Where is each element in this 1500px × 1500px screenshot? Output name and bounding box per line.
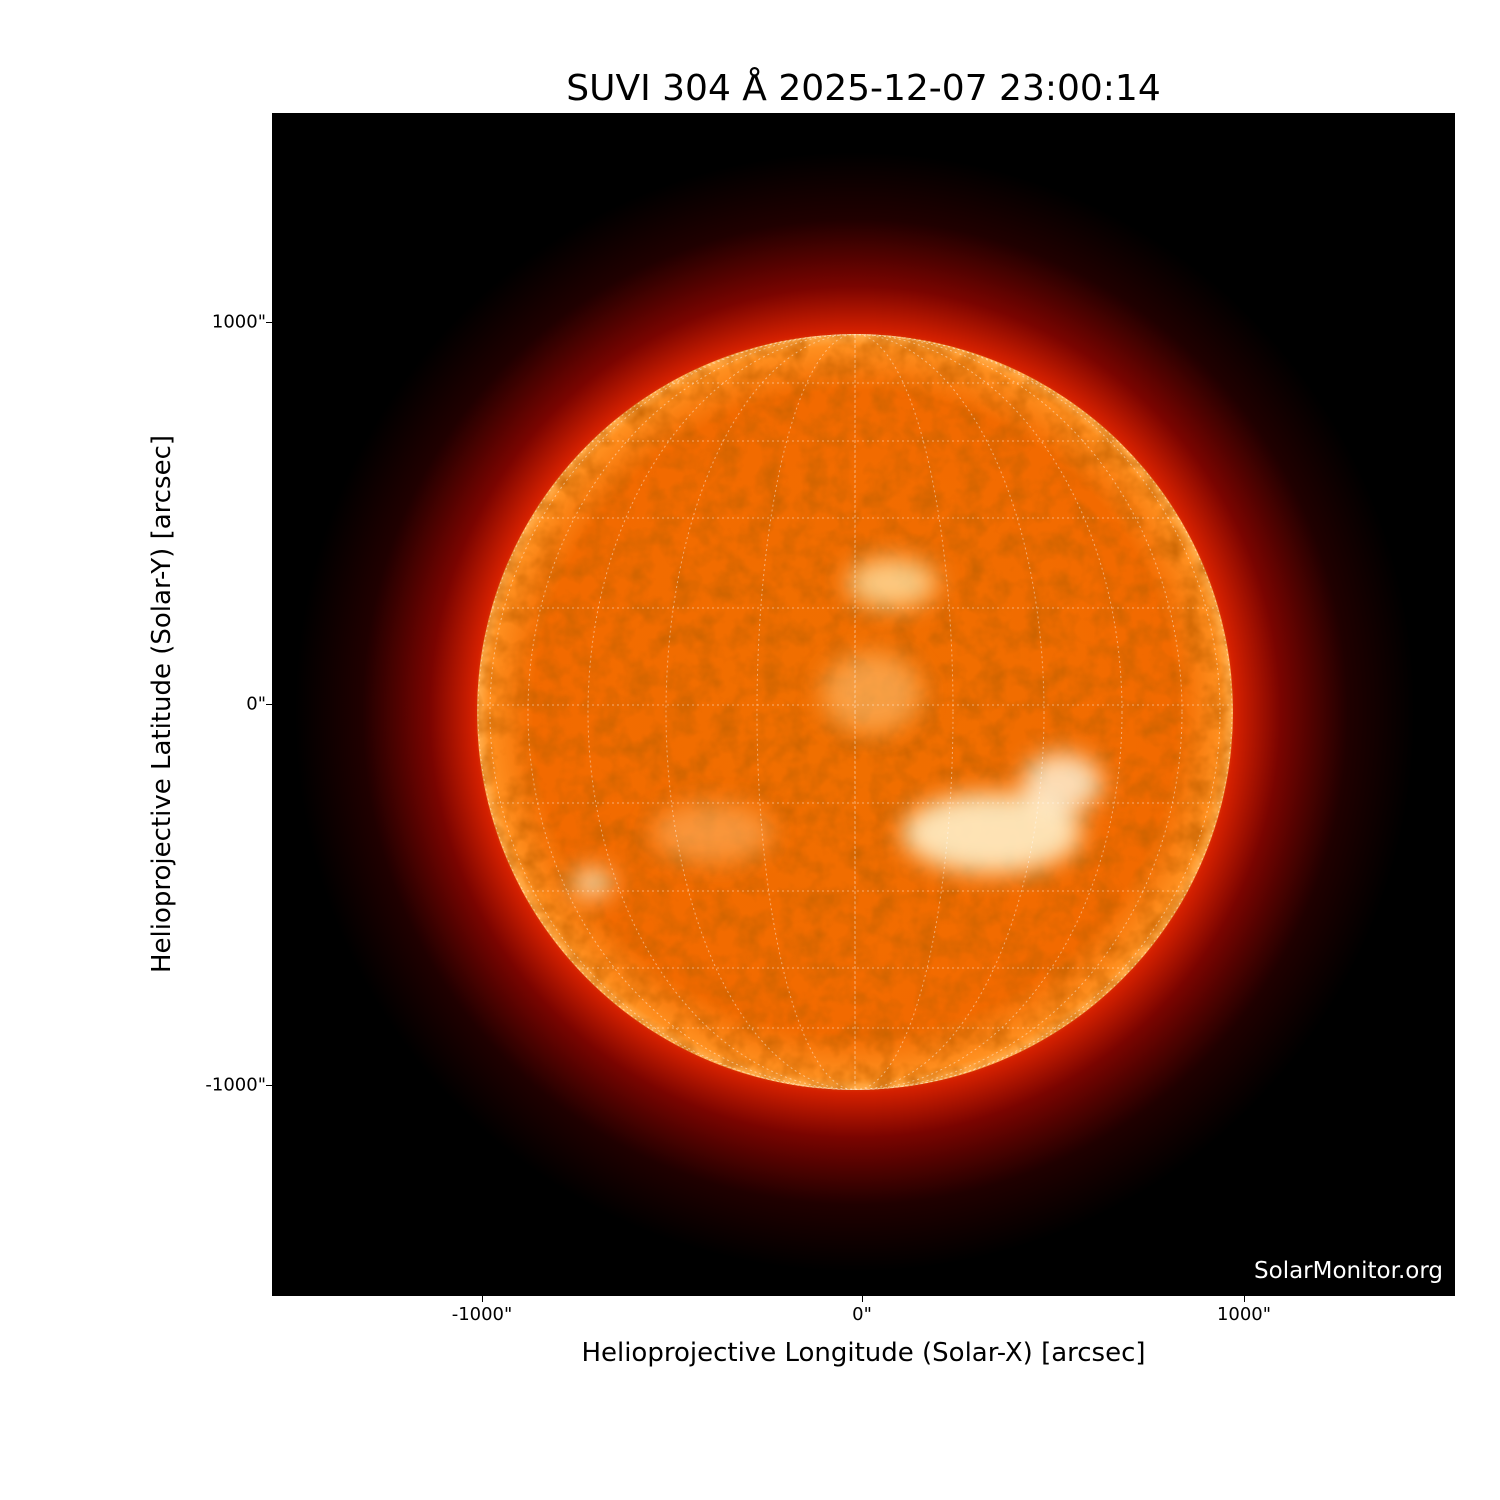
solar-image: SolarMonitor.org	[272, 113, 1455, 1296]
heliographic-grid	[477, 334, 1233, 1090]
y-tick-label: 1000"	[211, 311, 266, 333]
x-tick-mark	[862, 1296, 863, 1302]
y-tick-mark	[266, 1085, 272, 1086]
x-axis-label: Helioprojective Longitude (Solar-X) [arc…	[581, 1338, 1146, 1368]
x-tick-mark	[1244, 1296, 1245, 1302]
y-tick-mark	[266, 322, 272, 323]
y-axis-label: Helioprojective Latitude (Solar-Y) [arcs…	[147, 434, 177, 974]
sun-disk-image	[272, 113, 1455, 1296]
x-tick-mark	[482, 1296, 483, 1302]
x-tick-label: -1000"	[451, 1304, 513, 1325]
x-tick-label: 0"	[852, 1304, 872, 1325]
plot-title: SUVI 304 Å 2025-12-07 23:00:14	[566, 68, 1161, 109]
y-tick-mark	[266, 704, 272, 705]
watermark: SolarMonitor.org	[1254, 1258, 1443, 1284]
y-tick-label: -1000"	[205, 1074, 266, 1096]
y-tick-label: 0"	[246, 693, 266, 715]
x-tick-label: 1000"	[1216, 1304, 1272, 1325]
active-regions	[572, 558, 1102, 898]
